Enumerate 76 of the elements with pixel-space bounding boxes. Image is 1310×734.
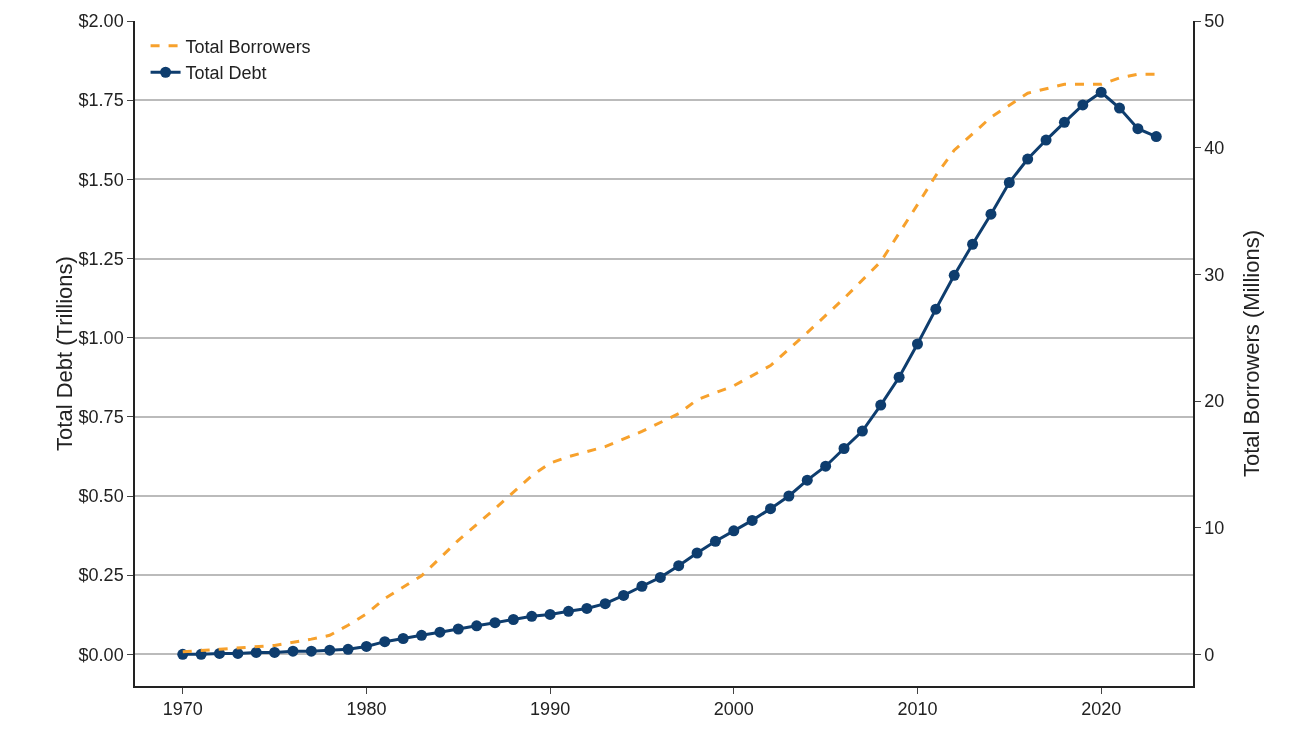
- y-tick-label: $1.75: [78, 90, 124, 111]
- legend-label: Total Borrowers: [185, 36, 311, 57]
- point: [985, 208, 997, 220]
- point: [416, 629, 428, 641]
- point: [801, 474, 813, 486]
- point: [471, 620, 483, 632]
- y-tick-label: $1.00: [78, 327, 124, 348]
- point: [452, 623, 464, 635]
- point: [269, 646, 281, 658]
- point: [562, 605, 574, 617]
- point: [728, 525, 740, 537]
- point: [1003, 177, 1015, 188]
- y2-tick-label: 0: [1204, 644, 1215, 665]
- point: [379, 636, 391, 648]
- point: [489, 617, 501, 629]
- point: [434, 626, 446, 638]
- point: [1022, 153, 1034, 165]
- y-tick-label: $0.50: [78, 486, 124, 507]
- y-tick-label: $0.25: [78, 565, 124, 586]
- point: [544, 608, 556, 620]
- y2-tick-label: 10: [1204, 517, 1225, 538]
- point: [232, 647, 244, 659]
- point: [838, 443, 850, 454]
- y-axis-title: Total Debt (Trillions): [51, 256, 77, 451]
- point: [654, 571, 666, 583]
- x-tick-label: 2010: [897, 699, 938, 720]
- point: [507, 614, 519, 625]
- point: [1150, 131, 1162, 143]
- point: [746, 514, 758, 526]
- point: [1077, 99, 1089, 111]
- point: [526, 610, 538, 622]
- point: [856, 425, 868, 437]
- y-tick-label: $0.75: [78, 407, 124, 428]
- point: [1132, 123, 1144, 135]
- point: [581, 602, 593, 614]
- point: [673, 560, 685, 572]
- x-tick-label: 1970: [162, 699, 203, 720]
- point: [893, 371, 905, 383]
- point: [397, 633, 409, 644]
- point: [636, 580, 648, 592]
- point: [1058, 116, 1070, 128]
- y2-tick-label: 30: [1204, 264, 1225, 285]
- x-tick-label: 1990: [530, 699, 571, 720]
- point: [305, 645, 317, 657]
- point: [783, 490, 795, 502]
- point: [765, 503, 777, 515]
- y-tick-label: $1.50: [78, 169, 124, 190]
- x-tick-label: 2000: [713, 699, 754, 720]
- point: [1040, 134, 1052, 146]
- point: [287, 645, 299, 657]
- y2-tick-label: 40: [1204, 137, 1225, 158]
- y2-tick-label: 20: [1204, 391, 1225, 412]
- point: [967, 238, 979, 250]
- y-tick-label: $0.00: [78, 644, 124, 665]
- point: [1095, 86, 1107, 98]
- point: [1114, 102, 1126, 114]
- point: [342, 643, 354, 655]
- point: [599, 598, 611, 610]
- point: [324, 644, 336, 656]
- y-tick-label: $2.00: [78, 11, 124, 32]
- y2-tick-label: 50: [1204, 11, 1225, 32]
- y-tick-label: $1.25: [78, 248, 124, 269]
- point: [875, 399, 887, 411]
- legend-label: Total Debt: [185, 63, 267, 84]
- x-tick-label: 2020: [1081, 699, 1122, 720]
- point: [930, 303, 942, 315]
- point: [820, 460, 832, 472]
- point: [618, 589, 630, 601]
- x-tick-label: 1980: [346, 699, 387, 720]
- point: [691, 547, 703, 559]
- point: [948, 269, 960, 281]
- point: [360, 640, 372, 652]
- y2-axis-title: Total Borrowers (Millions): [1238, 230, 1264, 477]
- point: [911, 338, 923, 350]
- point: [250, 646, 262, 658]
- point: [709, 535, 721, 547]
